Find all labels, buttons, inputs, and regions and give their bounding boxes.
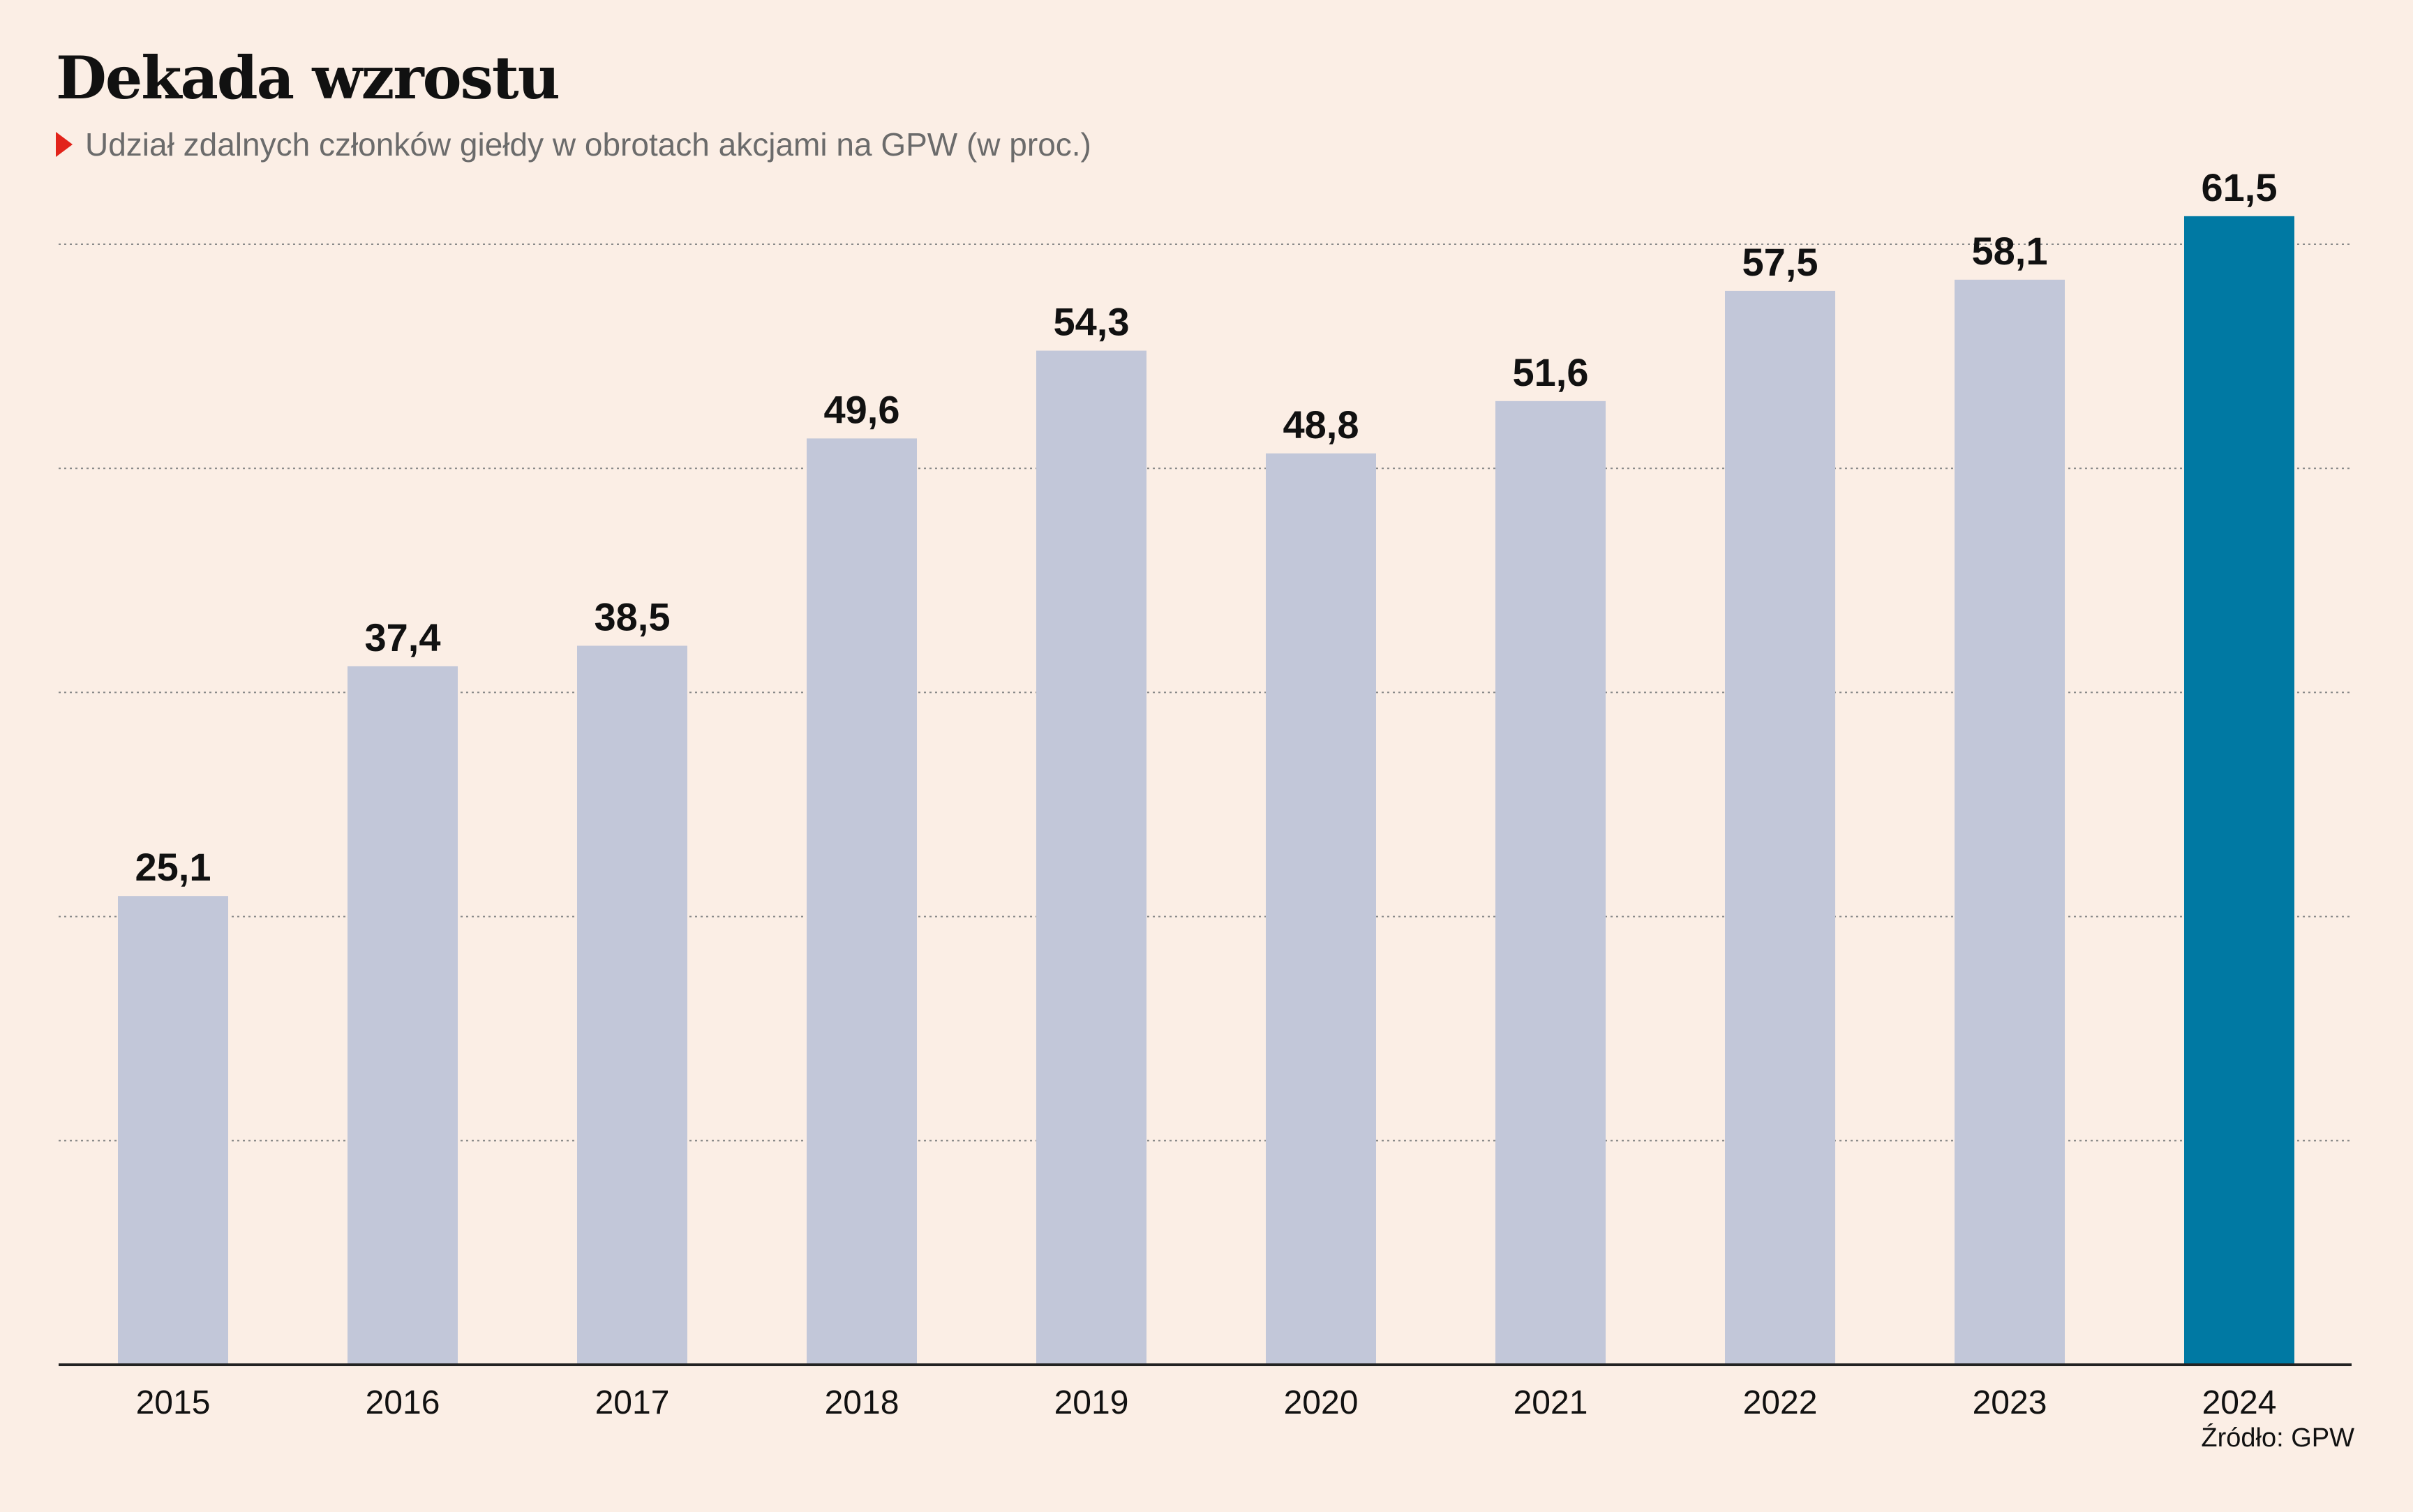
value-label: 48,8 bbox=[1283, 403, 1359, 447]
x-tick-label: 2018 bbox=[825, 1384, 899, 1421]
x-tick-label: 2019 bbox=[1054, 1384, 1129, 1421]
bar-2023 bbox=[1955, 279, 2065, 1365]
x-tick-label: 2017 bbox=[595, 1384, 670, 1421]
value-label: 38,5 bbox=[595, 594, 671, 638]
value-label: 57,5 bbox=[1742, 240, 1818, 284]
value-label: 49,6 bbox=[824, 387, 900, 431]
red-triangle-icon bbox=[56, 132, 73, 157]
value-label: 61,5 bbox=[2202, 165, 2278, 209]
x-tick-label: 2021 bbox=[1514, 1384, 1588, 1421]
bars bbox=[118, 216, 2294, 1365]
value-label: 54,3 bbox=[1054, 300, 1130, 344]
bar-2018 bbox=[807, 438, 917, 1365]
bar-2021 bbox=[1495, 401, 1606, 1365]
value-labels: 25,1 37,4 38,5 49,6 54,3 48,8 51,6 57,5 58,1 61,5 bbox=[135, 165, 2278, 889]
x-tick-label: 2023 bbox=[1973, 1384, 2047, 1421]
value-label: 51,6 bbox=[1513, 350, 1589, 394]
chart-subtitle-row: Udział zdalnych członków giełdy w obrota… bbox=[56, 126, 1091, 163]
chart-title: Dekada wzrostu bbox=[56, 43, 560, 112]
bar-2019 bbox=[1036, 350, 1146, 1365]
value-label: 58,1 bbox=[1972, 229, 2048, 273]
x-tick-label: 2015 bbox=[136, 1384, 211, 1421]
source-note: Źródło: GPW bbox=[2201, 1423, 2354, 1453]
bar-2022 bbox=[1725, 290, 1835, 1365]
x-tick-label: 2016 bbox=[366, 1384, 440, 1421]
x-tick-label: 2022 bbox=[1743, 1384, 1818, 1421]
x-tick-label: 2020 bbox=[1284, 1384, 1359, 1421]
bar-2015 bbox=[118, 896, 228, 1365]
x-tick-label: 2024 bbox=[2202, 1384, 2277, 1421]
bar-2024 bbox=[2184, 216, 2294, 1365]
chart-subtitle: Udział zdalnych członków giełdy w obrota… bbox=[85, 126, 1091, 163]
value-label: 25,1 bbox=[135, 845, 211, 889]
x-axis: 2015 2016 2017 2018 2019 2020 2021 2022 2023 2024 bbox=[59, 1363, 2352, 1421]
bar-2016 bbox=[348, 666, 458, 1365]
value-label: 37,4 bbox=[365, 615, 441, 659]
bar-2017 bbox=[577, 645, 687, 1365]
bar-2020 bbox=[1266, 453, 1376, 1365]
